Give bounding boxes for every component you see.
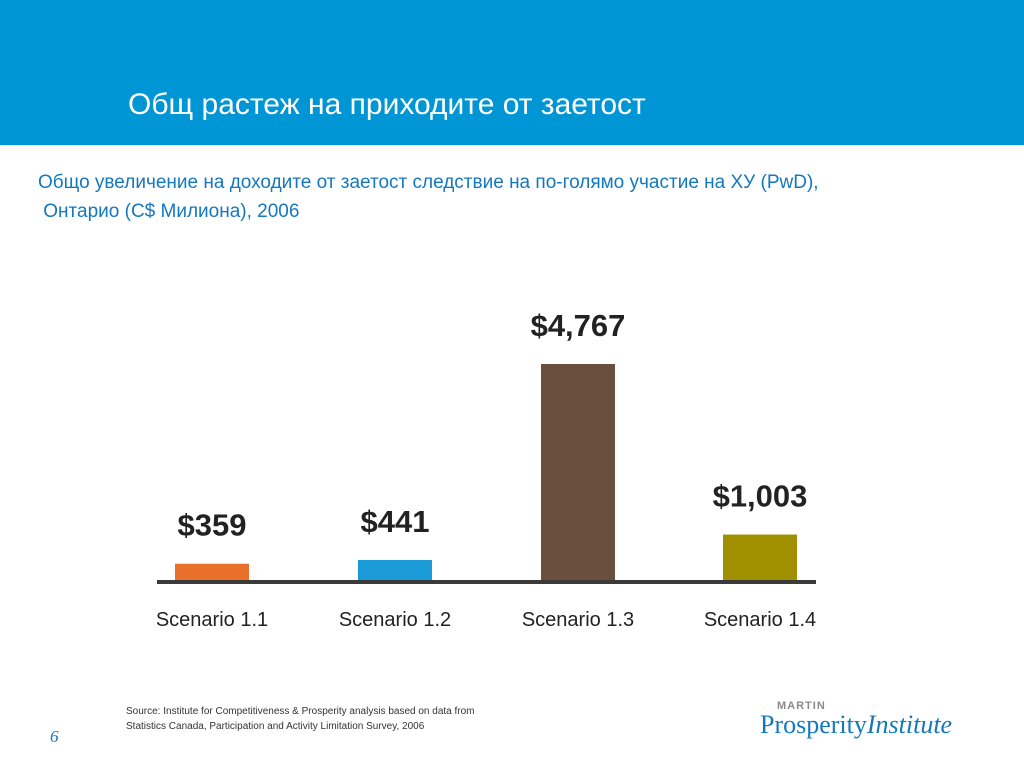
header-band [0, 0, 1024, 145]
bar-1 [175, 563, 249, 580]
category-label-3: Scenario 1.3 [522, 609, 634, 631]
logo-word-prosperity: Prosperity [760, 710, 867, 739]
logo-wordmark: ProsperityInstitute [760, 710, 952, 740]
data-label-4: $1,003 [713, 479, 808, 514]
subtitle-line-1: Общо увеличение на доходите от заетост с… [38, 172, 819, 193]
subtitle-line-2: Онтарио (C$ Милиона), 2006 [38, 201, 300, 222]
data-label-2: $441 [361, 504, 430, 539]
chart-subtitle: Общо увеличение на доходите от заетост с… [38, 168, 998, 226]
bar-4 [723, 534, 797, 580]
logo-word-institute: Institute [866, 710, 953, 739]
bar-2 [358, 560, 432, 580]
data-label-3: $4,767 [531, 308, 626, 343]
slide-title: Общ растеж на приходите от заетост [128, 88, 646, 121]
logo-martin: MARTIN [777, 700, 826, 712]
category-label-4: Scenario 1.4 [704, 609, 816, 631]
x-axis-baseline [157, 580, 816, 584]
bar-chart: $359 Scenario 1.1 $441 Scenario 1.2 $4,767 Sc… [156, 308, 816, 631]
bar-3 [541, 364, 615, 580]
category-label-1: Scenario 1.1 [156, 609, 268, 631]
data-label-1: $359 [178, 508, 247, 543]
source-note: Source: Institute for Competitiveness & … [126, 706, 475, 732]
category-label-2: Scenario 1.2 [339, 609, 451, 631]
prosperity-institute-logo: MARTIN ProsperityInstitute [760, 700, 980, 746]
page-number: 6 [50, 727, 59, 746]
